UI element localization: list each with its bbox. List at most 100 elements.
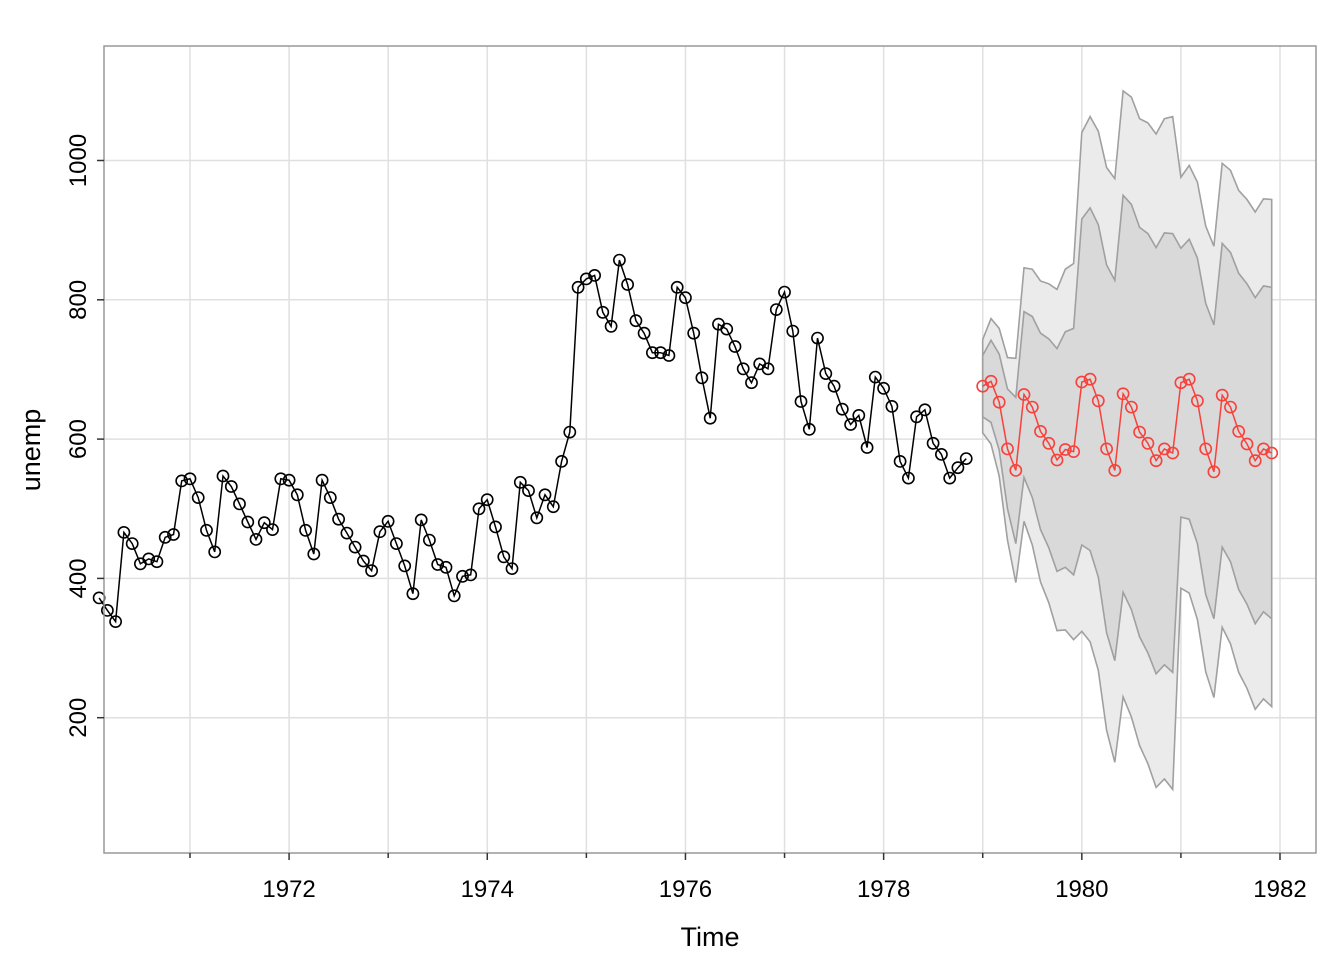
observed-point (175, 474, 189, 488)
observed-point (811, 331, 824, 345)
observed-point (480, 493, 494, 507)
observed-point (728, 340, 742, 353)
forecast-point (992, 395, 1006, 409)
observed-point (794, 395, 808, 408)
observed-point (588, 268, 601, 282)
observed-point (290, 488, 304, 502)
observed-point (323, 491, 337, 504)
observed-point (489, 520, 502, 534)
forecast-point (1133, 425, 1146, 439)
forecast-point (1199, 442, 1213, 456)
observed-point (679, 291, 692, 305)
forecast-point (1108, 463, 1122, 477)
observed-point (563, 425, 577, 439)
observed-point (299, 523, 312, 537)
observed-point (926, 436, 940, 450)
forecast-point (1240, 437, 1254, 451)
observed-point (844, 418, 857, 431)
observed-point (629, 314, 643, 328)
forecast-point (1058, 443, 1072, 456)
observed-point (943, 471, 957, 485)
observed-point (200, 523, 213, 537)
observed-point (860, 441, 874, 454)
observed-point (513, 475, 527, 489)
observed-point (447, 589, 461, 603)
observed-point (348, 540, 362, 554)
y-tick-label: 400 (65, 558, 92, 598)
observed-point (456, 569, 469, 583)
observed-point (150, 555, 164, 569)
observed-point (497, 550, 511, 564)
forecast-point (1232, 424, 1246, 438)
x-tick-label: 1972 (262, 876, 315, 903)
observed-point (613, 253, 626, 267)
forecast-point (1009, 463, 1023, 477)
x-tick-label: 1980 (1055, 876, 1108, 903)
observed-point (315, 473, 329, 487)
observed-point (546, 500, 560, 514)
observed-point (464, 568, 478, 582)
observed-point (522, 484, 535, 497)
forecast-line (982, 378, 1273, 473)
forecast-point (1100, 442, 1113, 456)
forecast-point (1125, 400, 1138, 414)
observed-point (670, 280, 684, 294)
observed-point (431, 558, 445, 571)
observed-point (224, 480, 238, 493)
observed-point (373, 525, 387, 539)
observed-point (422, 533, 436, 547)
observed-point (902, 471, 915, 485)
forecast-point (1083, 372, 1097, 386)
observed-point (216, 469, 230, 483)
observed-point (101, 604, 114, 617)
observed-point (365, 564, 378, 578)
forecast-point (1174, 376, 1188, 390)
forecast-point (1116, 387, 1130, 401)
observed-point (736, 362, 750, 376)
observed-point (249, 533, 263, 546)
observed-point (167, 528, 180, 541)
observed-point (852, 408, 866, 422)
forecast-point (1091, 394, 1105, 408)
observed-point (893, 454, 907, 468)
grid-lines (104, 46, 1316, 853)
forecast-point (1265, 446, 1279, 460)
observed-point (282, 473, 296, 487)
y-tick-label: 200 (65, 698, 92, 738)
observed-point (819, 367, 833, 380)
observed-point (332, 512, 345, 526)
observed-point (505, 562, 519, 575)
observed-point (381, 514, 395, 528)
observed-point (761, 362, 775, 376)
y-tick-label: 600 (65, 419, 92, 459)
observed-point (208, 545, 222, 559)
forecast-point (1050, 453, 1064, 467)
observed-point (935, 447, 948, 461)
observed-point (274, 472, 288, 486)
observed-point (538, 488, 552, 502)
observed-point (158, 530, 172, 544)
observed-point (183, 472, 197, 486)
observed-point (340, 526, 354, 540)
y-axis: 200 400 600 800 1000 (65, 134, 104, 738)
forecast-point (1042, 436, 1056, 450)
y-tick-label: 800 (65, 280, 92, 320)
observed-point (241, 515, 255, 529)
observed-point (414, 513, 428, 527)
observed-point (191, 491, 205, 504)
observed-point (802, 422, 816, 436)
observed-point (637, 326, 651, 340)
observed-point (109, 615, 122, 628)
observed-point (687, 326, 701, 340)
observed-point (885, 399, 899, 413)
observed-point (142, 552, 156, 566)
observed-line (98, 259, 967, 624)
observed-point (918, 403, 932, 417)
observed-point (951, 461, 965, 475)
plot-frame (103, 45, 1317, 854)
observed-point (703, 411, 717, 425)
observed-point (125, 537, 139, 550)
observed-point (745, 376, 758, 390)
forecast-point (1191, 394, 1204, 408)
observed-point (571, 280, 585, 294)
